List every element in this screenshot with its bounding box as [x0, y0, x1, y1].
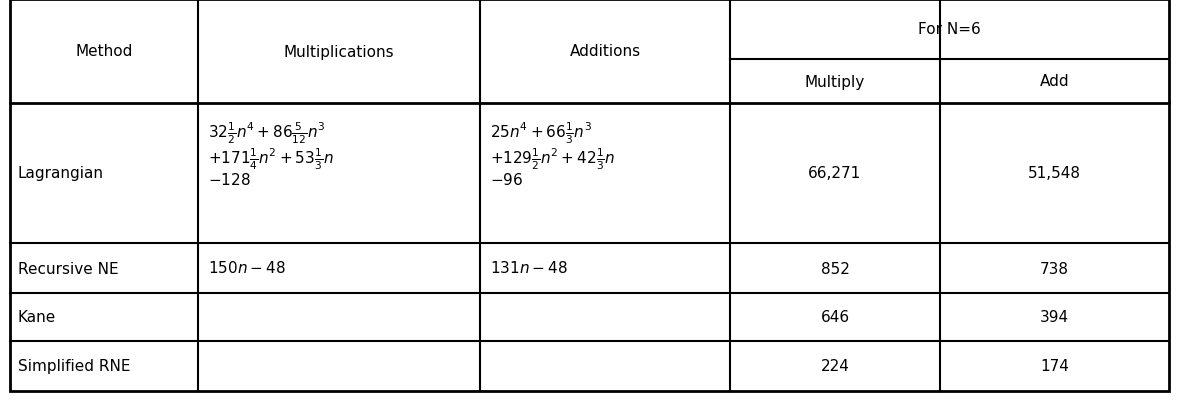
Text: Kane: Kane [18, 310, 57, 325]
Text: $-96$: $-96$ [490, 172, 523, 188]
Text: Simplified RNE: Simplified RNE [18, 358, 131, 374]
Text: Method: Method [75, 45, 133, 59]
Text: $131n-48$: $131n-48$ [490, 259, 568, 275]
Text: 51,548: 51,548 [1028, 166, 1081, 181]
Text: Additions: Additions [569, 45, 640, 59]
Text: 646: 646 [821, 310, 850, 325]
Text: $150n-48$: $150n-48$ [208, 259, 285, 275]
Text: 394: 394 [1040, 310, 1069, 325]
Text: 852: 852 [821, 261, 849, 276]
Text: For N=6: For N=6 [918, 22, 981, 37]
Text: $+129\frac{1}{2}n^2+42\frac{1}{3}n$: $+129\frac{1}{2}n^2+42\frac{1}{3}n$ [490, 146, 615, 171]
Text: Recursive NE: Recursive NE [18, 261, 119, 276]
Text: 174: 174 [1040, 358, 1069, 374]
Text: $25n^4+66\frac{1}{3}n^3$: $25n^4+66\frac{1}{3}n^3$ [490, 120, 592, 145]
Text: Multiplications: Multiplications [284, 45, 394, 59]
Text: Add: Add [1040, 74, 1069, 89]
Text: 66,271: 66,271 [809, 166, 862, 181]
Text: $+171\frac{1}{4}n^2+53\frac{1}{3}n$: $+171\frac{1}{4}n^2+53\frac{1}{3}n$ [208, 146, 334, 171]
Text: 738: 738 [1040, 261, 1069, 276]
Text: $32\frac{1}{2}n^4+86\frac{5}{12}n^3$: $32\frac{1}{2}n^4+86\frac{5}{12}n^3$ [208, 120, 325, 145]
Text: 224: 224 [821, 358, 849, 374]
Text: Multiply: Multiply [805, 74, 865, 89]
Text: $-128$: $-128$ [208, 172, 251, 188]
Text: Lagrangian: Lagrangian [18, 166, 104, 181]
